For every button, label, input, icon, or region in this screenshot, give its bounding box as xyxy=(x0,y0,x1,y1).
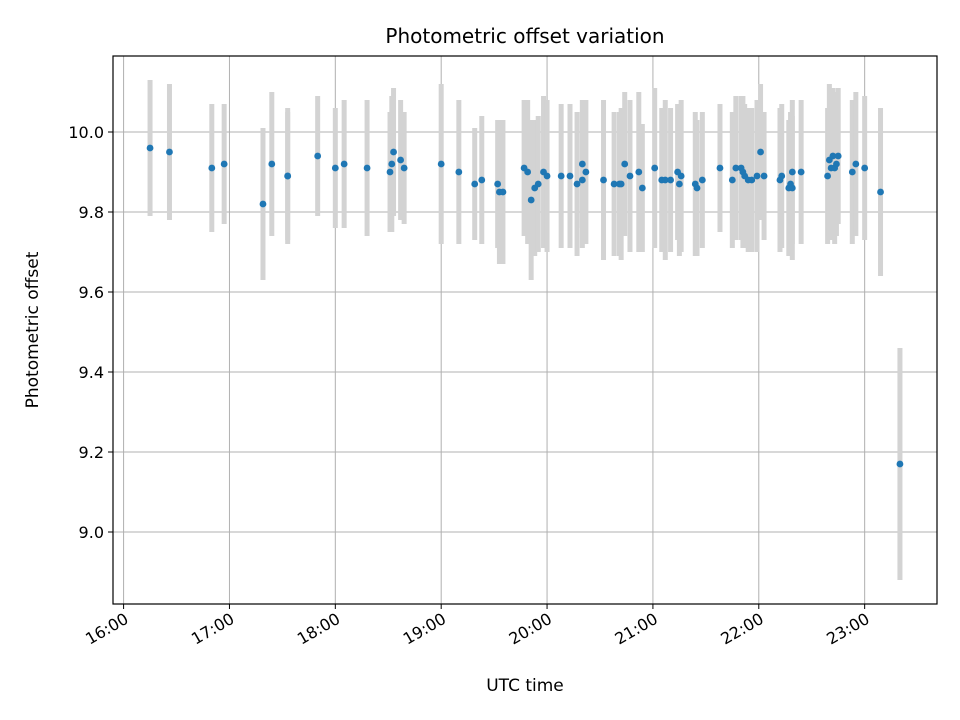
data-point xyxy=(778,172,786,180)
data-point xyxy=(833,160,840,168)
data-point xyxy=(397,156,405,164)
data-point xyxy=(220,160,228,168)
data-point xyxy=(573,180,581,188)
plot-frame xyxy=(112,55,938,605)
data-point xyxy=(797,168,805,176)
data-point xyxy=(675,180,683,188)
x-axis-ticks: 16:00 17:00 18:00 19:00 20:00 21:00 22:00 23:00 xyxy=(82,604,873,649)
data-point xyxy=(390,148,397,156)
data-point xyxy=(363,164,371,172)
chart-title: Photometric offset variation xyxy=(385,24,664,48)
y-tick-label: 9.0 xyxy=(79,523,104,542)
data-point xyxy=(732,164,740,172)
data-point xyxy=(651,164,659,172)
data-point xyxy=(617,180,625,188)
data-point xyxy=(788,184,796,192)
data-point xyxy=(610,180,618,188)
data-point xyxy=(896,460,904,468)
data-point xyxy=(852,160,860,168)
y-tick-label: 9.6 xyxy=(79,283,104,302)
y-tick-label: 9.8 xyxy=(79,203,104,222)
data-point xyxy=(146,144,154,152)
data-point xyxy=(582,168,590,176)
data-point xyxy=(600,176,607,184)
data-point xyxy=(166,148,173,156)
data-point xyxy=(386,168,394,176)
x-axis-label: UTC time xyxy=(486,676,564,696)
data-point xyxy=(757,148,764,156)
data-point xyxy=(400,164,408,172)
data-point xyxy=(340,160,348,168)
data-point xyxy=(716,164,724,172)
data-point xyxy=(748,176,756,184)
data-point xyxy=(437,160,445,168)
data-point xyxy=(635,168,643,176)
data-point xyxy=(877,188,884,196)
x-tick-label: 16:00 xyxy=(82,609,131,649)
data-point xyxy=(834,152,842,160)
data-point xyxy=(578,176,586,184)
x-tick-label: 22:00 xyxy=(717,609,766,649)
data-point xyxy=(478,176,486,184)
data-points xyxy=(146,144,904,468)
y-tick-label: 9.4 xyxy=(79,363,104,382)
data-point xyxy=(753,172,761,180)
data-point xyxy=(314,152,322,160)
data-point xyxy=(861,164,869,172)
data-point xyxy=(760,172,768,180)
data-point xyxy=(331,164,339,172)
error-bars xyxy=(147,80,903,580)
data-point xyxy=(848,168,856,176)
data-point xyxy=(578,160,586,168)
data-point xyxy=(693,184,701,192)
data-point xyxy=(471,180,479,188)
y-tick-label: 9.2 xyxy=(79,443,104,462)
data-point xyxy=(455,168,463,176)
data-point xyxy=(626,172,634,180)
y-axis-label: Photometric offset xyxy=(23,251,43,408)
data-point xyxy=(788,168,796,176)
x-tick-label: 18:00 xyxy=(294,609,343,649)
data-point xyxy=(829,152,837,160)
data-point xyxy=(268,160,276,168)
data-point xyxy=(499,188,507,196)
data-point xyxy=(566,172,574,180)
data-point xyxy=(621,160,629,168)
data-point xyxy=(661,176,669,184)
x-tick-label: 20:00 xyxy=(506,609,555,649)
data-point xyxy=(494,180,502,188)
x-tick-label: 17:00 xyxy=(188,609,237,649)
data-point xyxy=(284,172,292,180)
x-tick-label: 21:00 xyxy=(611,609,660,649)
data-point xyxy=(527,196,535,204)
data-point xyxy=(388,160,396,168)
data-point xyxy=(543,172,551,180)
data-point xyxy=(259,200,267,208)
data-point xyxy=(524,168,532,176)
x-tick-label: 19:00 xyxy=(400,609,449,649)
data-point xyxy=(677,172,685,180)
data-point xyxy=(638,184,646,192)
y-tick-label: 10.0 xyxy=(68,123,104,142)
data-point xyxy=(728,176,736,184)
data-point xyxy=(557,172,565,180)
data-point xyxy=(824,172,832,180)
data-point xyxy=(208,164,216,172)
y-axis-ticks: 9.0 9.2 9.4 9.6 9.8 10.0 xyxy=(68,123,113,542)
x-tick-label: 23:00 xyxy=(823,609,872,649)
data-point xyxy=(667,176,674,184)
data-point xyxy=(534,180,542,188)
data-point xyxy=(698,176,706,184)
